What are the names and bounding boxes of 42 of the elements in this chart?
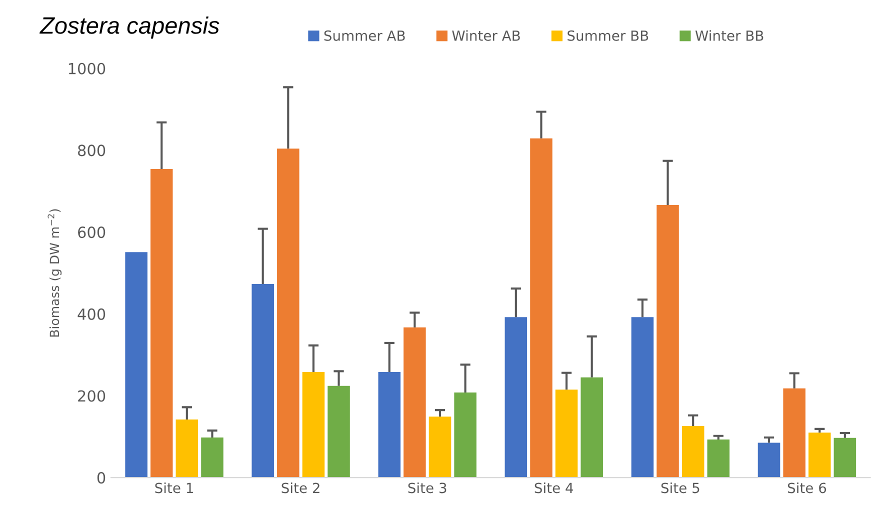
x-tick-label: Site 5: [661, 482, 700, 494]
y-tick-label: 400: [78, 308, 106, 320]
legend-label: Summer AB: [324, 30, 405, 41]
bar: [277, 148, 300, 478]
bar: [555, 390, 578, 478]
bar: [252, 284, 274, 478]
bar: [150, 169, 173, 478]
y-tick-label: 0: [97, 472, 106, 484]
legend-label: Winter AB: [452, 30, 520, 41]
legend-label: Winter BB: [695, 30, 764, 41]
bar: [125, 252, 148, 478]
bar: [504, 317, 528, 478]
bar: [404, 327, 426, 478]
y-tick-label: 800: [78, 144, 106, 156]
x-tick-label: Site 3: [408, 482, 446, 494]
x-tick-label: Site 4: [534, 482, 574, 494]
bar: [783, 388, 806, 478]
chart-title: Zostera capensis: [40, 16, 220, 39]
bar: [707, 440, 730, 478]
x-tick-label: Site 6: [788, 482, 826, 494]
y-axis-title: Biomass (g DW m$^{−2}$): [48, 209, 62, 337]
y-tick-label: 600: [78, 226, 106, 238]
bar: [176, 419, 198, 478]
y-tick-label: 200: [78, 390, 106, 402]
x-tick-label: Site 2: [282, 482, 320, 494]
bar: [808, 432, 831, 478]
bar: [428, 416, 452, 478]
bar: [530, 138, 552, 478]
legend-label: Summer BB: [568, 30, 648, 41]
bar: [378, 372, 401, 478]
bar: [656, 205, 679, 478]
bar: [201, 437, 224, 478]
y-tick-label: 1000: [68, 62, 106, 74]
bar: [302, 372, 325, 478]
bar: [328, 386, 350, 478]
bar: [682, 426, 704, 478]
bar: [454, 392, 476, 478]
x-tick-label: Site 1: [155, 482, 193, 494]
bar: [834, 438, 856, 478]
bar: [758, 442, 780, 478]
bar: [580, 377, 603, 478]
bar: [631, 317, 654, 478]
